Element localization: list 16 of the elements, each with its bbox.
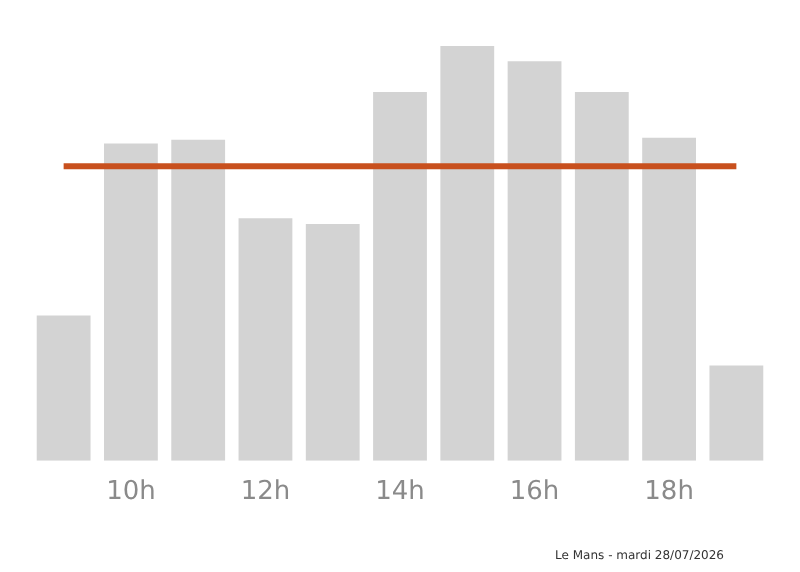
bar: [642, 137, 696, 461]
bar: [574, 92, 629, 461]
x-tick-label: 12h: [240, 477, 291, 508]
x-tick-label: 10h: [106, 477, 156, 508]
x-tick-label: 18h: [644, 477, 694, 508]
bar: [36, 315, 91, 461]
x-tick-label: 16h: [509, 477, 560, 508]
bar: [104, 143, 158, 461]
bar: [709, 365, 764, 461]
bar: [373, 92, 427, 461]
x-tick-label: 14h: [375, 477, 425, 508]
bar: [238, 218, 293, 461]
bar: [305, 223, 360, 461]
bar: [171, 139, 226, 461]
bar: [440, 46, 495, 461]
bar: [507, 61, 562, 461]
